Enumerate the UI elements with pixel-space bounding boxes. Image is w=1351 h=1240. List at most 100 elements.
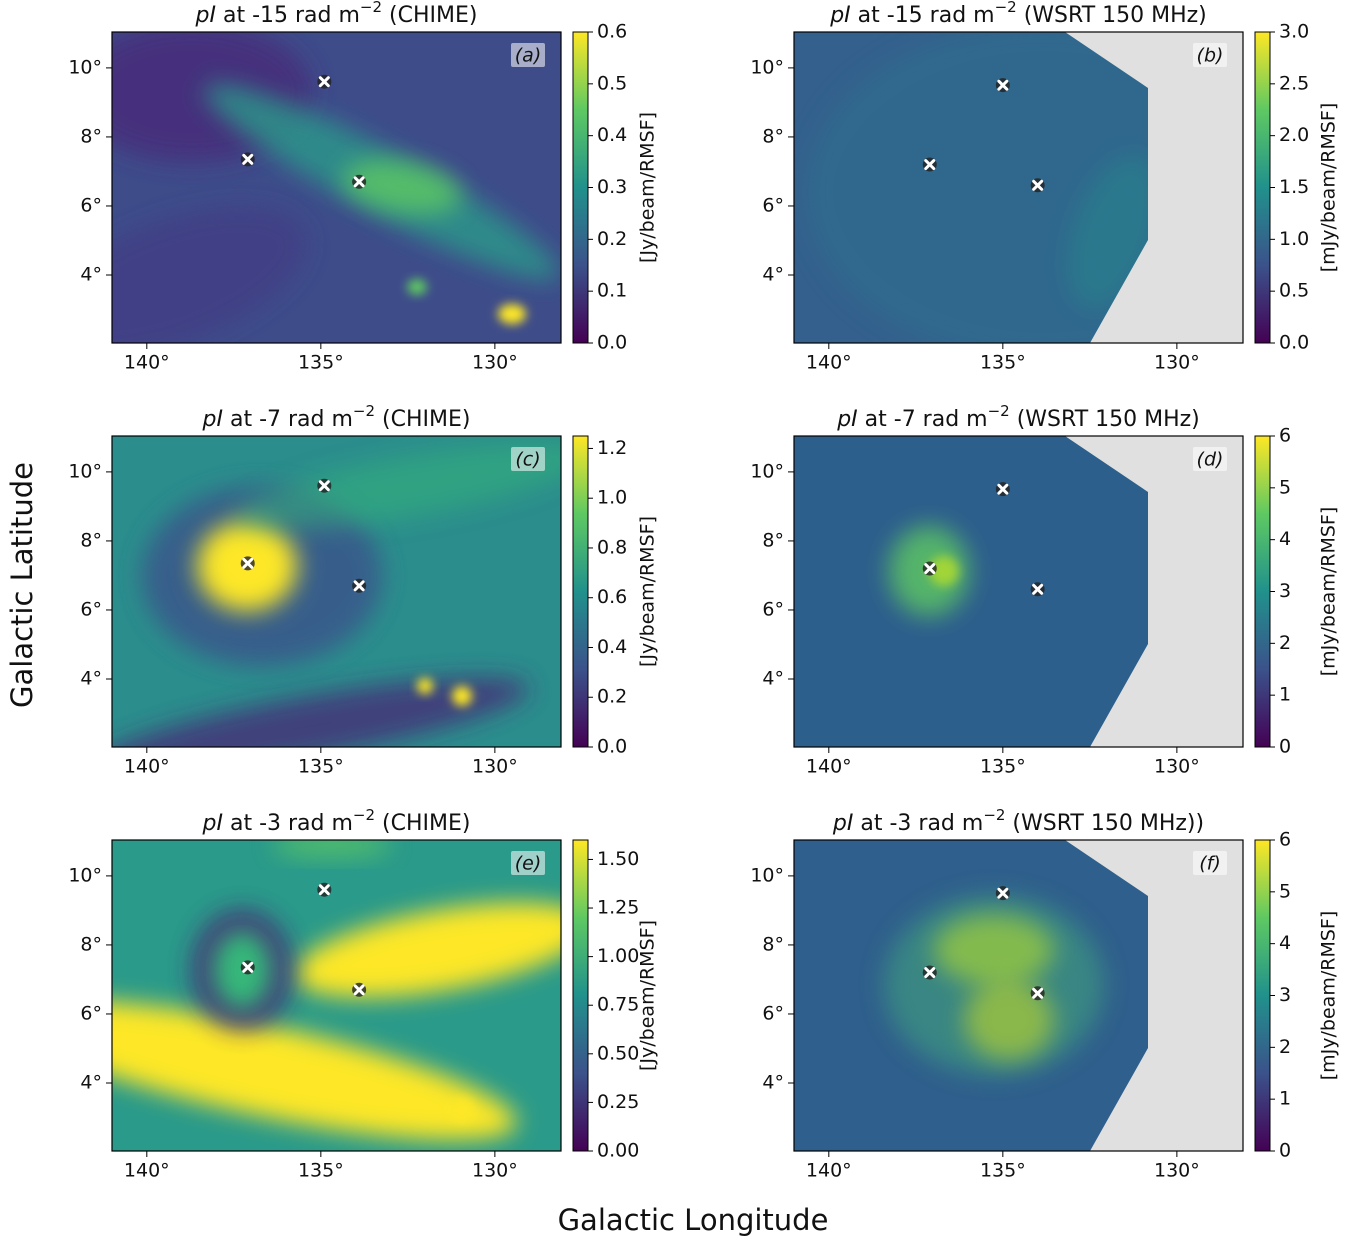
title-part: pI [195,3,216,28]
marker [1030,582,1045,597]
x-tick-label: 140° [806,352,852,374]
colorbar [572,839,589,1152]
marker [240,960,255,975]
image-feature [342,160,462,214]
marker-cross [1032,583,1044,595]
y-tick-label: 10° [750,460,784,482]
colorbar-tick-label: 0.00 [597,1140,639,1162]
y-tick-label: 4° [80,264,102,286]
colorbar-tick-label: 0 [1279,1140,1291,1162]
marker-cross [997,79,1009,91]
y-tick-label: 4° [80,1072,102,1094]
colorbar-tick-label: 2.0 [1279,124,1309,146]
image-feature [234,442,561,530]
image-feature [934,915,1054,985]
x-tick-label: 140° [124,1160,170,1182]
y-tick-label: 10° [750,56,784,78]
colorbar-tick-label: 0.1 [597,280,627,302]
marker [352,982,367,997]
colorbar-tick-label: 0.6 [597,21,627,43]
colorbar-label: [mJy/beam/RMSF] [1318,911,1340,1080]
colorbar-label: [Jy/beam/RMSF] [637,112,659,263]
x-tick-label: 135° [980,1160,1026,1182]
marker-cross [242,961,254,973]
colorbar-tick-label: 1.5 [1279,176,1309,198]
colorbar-tick-label: 3 [1279,580,1291,602]
colorbar-tick-label: 3.0 [1279,21,1309,43]
panel-label: (a) [515,45,541,67]
colorbar-label: [mJy/beam/RMSF] [1318,103,1340,272]
x-tick-label: 130° [1154,756,1200,778]
image-feature [407,279,427,295]
colorbar-tick-label: 3 [1279,984,1291,1006]
colorbar [572,31,589,344]
colorbar-tick-label: 2.5 [1279,72,1309,94]
y-tick-label: 6° [762,194,784,216]
title-part: (WSRT 150 MHz)) [1005,811,1204,836]
marker [1030,178,1045,193]
colorbar-tick-label: 1 [1279,684,1291,706]
marker-cross [353,176,365,188]
x-tick-label: 135° [298,1160,344,1182]
colorbar-tick-label: 1.50 [597,848,639,870]
colorbar-tick-label: 0.50 [597,1042,639,1064]
panel-title: pI at -7 rad m−2 (WSRT 150 MHz) [836,402,1200,433]
y-tick-label: 8° [762,933,784,955]
colorbar-tick-label: 4 [1279,528,1291,550]
colorbar-label: [Jy/beam/RMSF] [637,516,659,667]
y-tick-label: 6° [80,1002,102,1024]
axes-frame [111,31,562,344]
y-tick-label: 4° [762,668,784,690]
marker [317,882,332,897]
y-tick-label: 8° [80,125,102,147]
y-tick-label: 8° [80,529,102,551]
colorbar-tick-label: 0.4 [597,124,627,146]
x-tick-label: 140° [124,756,170,778]
title-part: −2 [995,0,1017,16]
marker [317,74,332,89]
marker [240,152,255,167]
x-tick-label: 130° [472,352,518,374]
title-part: at -7 rad m [223,407,353,432]
colorbar-tick-label: 0.5 [597,72,627,94]
marker [317,478,332,493]
colorbar-tick-label: 5 [1279,880,1291,902]
panel-label: (e) [515,853,542,875]
heatmap-image [112,32,561,343]
axes-frame [793,31,1244,344]
panel-label: (d) [1197,449,1224,471]
colorbar-tick-label: 1.00 [597,945,639,967]
marker-cross [318,76,330,88]
image-feature [450,1098,474,1122]
colorbar-tick-label: 1.0 [1279,228,1309,250]
title-part: pI [832,811,853,836]
y-tick-label: 10° [68,864,102,886]
y-tick-label: 8° [80,933,102,955]
panel-label-box [511,43,545,67]
y-tick-label: 6° [80,194,102,216]
marker [240,556,255,571]
panel-label: (c) [515,449,540,471]
image-feature [498,304,526,324]
colorbar-tick-label: 0.0 [1279,332,1309,354]
marker [352,578,367,593]
marker [922,965,937,980]
colorbar-tick-label: 0.8 [597,536,627,558]
panel-label-box [511,851,545,875]
colorbar-tick-label: 0.2 [597,228,627,250]
heatmap-image [794,436,1243,747]
y-tick-label: 4° [80,668,102,690]
marker [352,174,367,189]
x-tick-label: 130° [472,1160,518,1182]
title-part: −2 [353,402,375,420]
x-tick-label: 140° [124,352,170,374]
x-tick-label: 135° [298,352,344,374]
colorbar [1254,435,1271,748]
x-tick-label: 135° [980,352,1026,374]
colorbar-tick-label: 2 [1279,632,1291,654]
title-part: (CHIME) [375,811,470,836]
title-part: −2 [353,806,375,824]
marker [995,886,1010,901]
marker [995,482,1010,497]
